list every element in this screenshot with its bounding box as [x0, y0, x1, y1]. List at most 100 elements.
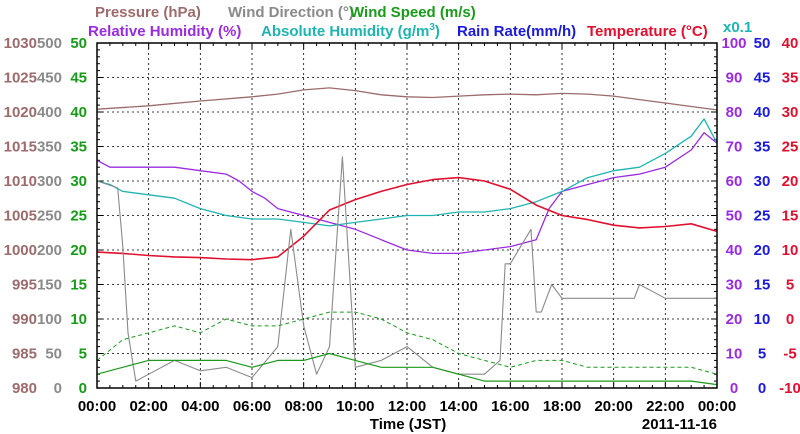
x-tick-label: 10:00	[336, 398, 374, 415]
wind-direction-tick-label: 350	[37, 139, 62, 156]
pressure-tick-label: 1000	[4, 242, 37, 259]
rain-rate-tick-label: 35	[754, 139, 771, 156]
series-temperature-line	[96, 176, 718, 261]
absolute-humidity-label: Absolute Humidity (g/m3)	[261, 22, 440, 40]
relative-humidity-tick-label: 30	[726, 277, 743, 294]
date-label: 2011-11-16	[642, 416, 717, 433]
rain-rate-tick-label: 20	[754, 242, 771, 259]
x-tick-label: 20:00	[594, 398, 632, 415]
temperature-tick-label: -5	[783, 346, 796, 363]
temperature-tick-label: -10	[779, 380, 800, 397]
x-tick-label: 08:00	[284, 398, 322, 415]
wind-direction-tick-label: 50	[45, 346, 62, 363]
right-axis-ticks: 0102030405060708090100051015202530354045…	[721, 35, 800, 397]
wind-direction-tick-label: 250	[37, 208, 62, 225]
relative-humidity-tick-label: 90	[726, 70, 743, 87]
relative-humidity-tick-label: 60	[726, 173, 743, 190]
temperature-tick-label: 25	[782, 139, 799, 156]
wind-direction-tick-label: 300	[37, 173, 62, 190]
wind-speed-tick-label: 35	[70, 139, 87, 156]
wind-direction-label: Wind Direction (°)	[228, 4, 354, 21]
rain-rate-tick-label: 5	[758, 346, 766, 363]
series-layer	[96, 87, 718, 386]
temperature-tick-label: 15	[782, 208, 799, 225]
rain-rate-label: Rain Rate(mm/h)	[457, 23, 576, 40]
rain-rate-tick-label: 50	[754, 35, 771, 52]
wind-speed-tick-label: 25	[70, 208, 87, 225]
pressure-tick-label: 1025	[4, 70, 37, 87]
temperature-tick-label: 0	[786, 311, 794, 328]
x-tick-label: 16:00	[491, 398, 529, 415]
wind-speed-tick-label: 45	[70, 70, 87, 87]
pressure-label: Pressure (hPa)	[95, 4, 201, 21]
pressure-tick-label: 985	[12, 346, 37, 363]
relative-humidity-tick-label: 40	[726, 242, 743, 259]
relative-humidity-tick-label: 10	[726, 346, 743, 363]
wind-speed-tick-label: 20	[70, 242, 87, 259]
relative-humidity-tick-label: 70	[726, 139, 743, 156]
x-tick-label: 06:00	[233, 398, 271, 415]
series-wind-speed-gust-line	[96, 311, 718, 375]
series-wind-speed-line	[96, 352, 718, 386]
x-tick-label: 04:00	[181, 398, 219, 415]
wind-direction-tick-label: 100	[37, 311, 62, 328]
wind-speed-tick-label: 0	[79, 380, 87, 397]
relative-humidity-label: Relative Humidity (%)	[88, 23, 241, 40]
wind-direction-tick-label: 200	[37, 242, 62, 259]
temperature-label: Temperature (°C)	[587, 23, 708, 40]
pressure-tick-label: 990	[12, 311, 37, 328]
relative-humidity-tick-label: 0	[730, 380, 738, 397]
rain-rate-tick-label: 45	[754, 70, 771, 87]
temperature-tick-label: 35	[782, 70, 799, 87]
pressure-tick-label: 995	[12, 277, 37, 294]
wind-speed-tick-label: 30	[70, 173, 87, 190]
relative-humidity-tick-label: 20	[726, 311, 743, 328]
pressure-tick-label: 1030	[4, 35, 37, 52]
temperature-tick-label: 20	[782, 173, 799, 190]
plot-frame	[96, 42, 718, 389]
x-axis-ticks: 00:00 02:00 04:00 06:00 08:00 10:00 12:00 14:00…	[78, 398, 736, 415]
rain-rate-tick-label: 40	[754, 104, 771, 121]
x-tick-label: 12:00	[388, 398, 426, 415]
absolute-humidity-scale-note: x0.1	[723, 19, 752, 36]
wind-speed-tick-label: 5	[79, 346, 87, 363]
series-pressure-line	[96, 87, 718, 111]
wind-speed-tick-label: 40	[70, 104, 87, 121]
rain-rate-tick-label: 25	[754, 208, 771, 225]
pressure-tick-label: 1010	[4, 173, 37, 190]
series-absolute-humidity-line	[96, 118, 718, 227]
wind-speed-tick-label: 50	[70, 35, 87, 52]
temperature-tick-label: 30	[782, 104, 799, 121]
pressure-tick-label: 1005	[4, 208, 37, 225]
pressure-tick-label: 1015	[4, 139, 37, 156]
series-relative-humidity-line	[96, 132, 718, 255]
wind-direction-tick-label: 0	[54, 380, 62, 397]
x-tick-label: 00:00	[698, 398, 736, 415]
wind-direction-tick-label: 500	[37, 35, 62, 52]
wind-speed-label: Wind Speed (m/s)	[350, 4, 476, 21]
pressure-tick-label: 1020	[4, 104, 37, 121]
wind-speed-tick-label: 15	[70, 277, 87, 294]
x-tick-label: 22:00	[646, 398, 684, 415]
left-axis-ticks: 9809859909951000100510101015102010251030…	[4, 35, 87, 397]
relative-humidity-tick-label: 80	[726, 104, 743, 121]
temperature-tick-label: 40	[782, 35, 799, 52]
relative-humidity-tick-label: 100	[721, 35, 746, 52]
wind-direction-tick-label: 150	[37, 277, 62, 294]
x-tick-label: 00:00	[78, 398, 116, 415]
x-tick-label: 18:00	[543, 398, 581, 415]
pressure-tick-label: 980	[12, 380, 37, 397]
temperature-tick-label: 10	[782, 242, 799, 259]
rain-rate-tick-label: 0	[758, 380, 766, 397]
wind-speed-tick-label: 10	[70, 311, 87, 328]
rain-rate-tick-label: 15	[754, 277, 771, 294]
wind-direction-tick-label: 400	[37, 104, 62, 121]
rain-rate-tick-label: 10	[754, 311, 771, 328]
x-tick-label: 14:00	[439, 398, 477, 415]
x-axis-label: Time (JST)	[370, 416, 446, 433]
temperature-tick-label: 5	[786, 277, 794, 294]
rain-rate-tick-label: 30	[754, 173, 771, 190]
x-tick-label: 02:00	[129, 398, 167, 415]
wind-direction-tick-label: 450	[37, 70, 62, 87]
